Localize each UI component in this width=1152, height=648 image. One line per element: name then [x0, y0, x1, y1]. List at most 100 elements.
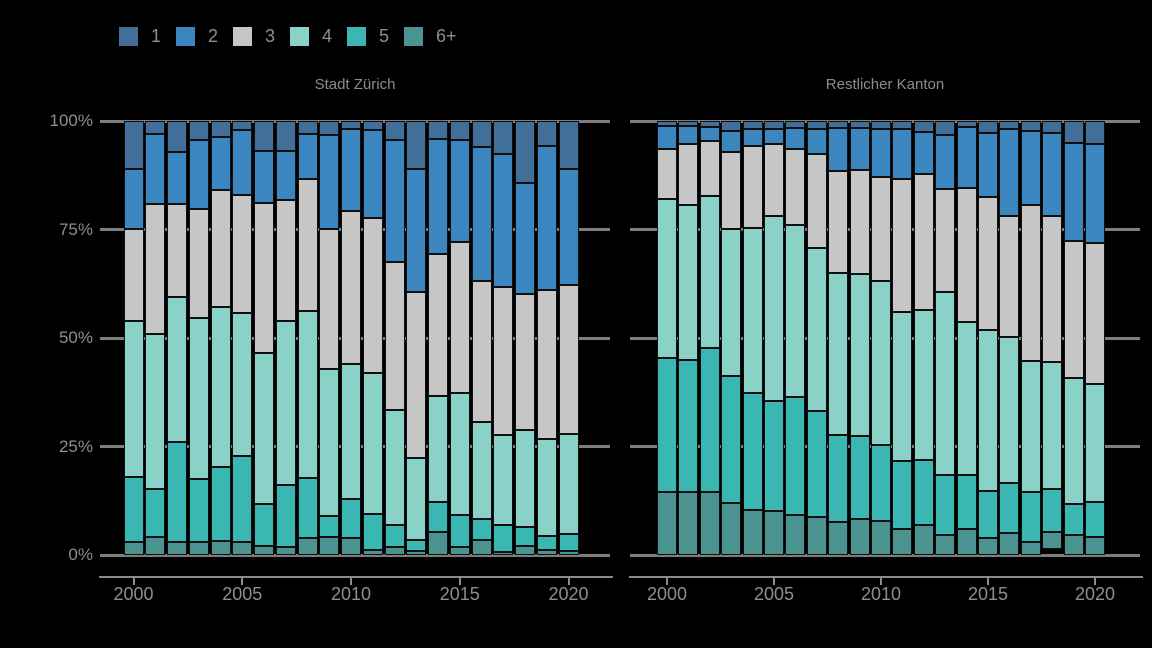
x-tick-label-2020-panel-0: 2020: [548, 584, 589, 604]
bar-segment-4: [1020, 360, 1041, 492]
bar-segment-6+: [978, 538, 998, 555]
bar-segment-5: [828, 435, 849, 522]
bar-segment-4: [999, 336, 1020, 484]
bar-segment-1: [849, 121, 870, 128]
bar-2004: [742, 121, 763, 555]
bar-2010: [341, 121, 361, 555]
bar-segment-6+: [428, 532, 448, 555]
bar-segment-3: [1020, 205, 1041, 361]
bar-segment-1: [1063, 121, 1084, 143]
bar-segment-1: [449, 121, 470, 140]
x-tick-label-2000-panel-1: 2000: [646, 584, 688, 604]
bar-segment-5: [978, 490, 998, 539]
bar-segment-4: [167, 297, 187, 443]
bar-segment-4: [764, 216, 784, 401]
bar-segment-1: [210, 121, 231, 138]
bar-segment-6+: [956, 528, 977, 555]
bar-segment-4: [384, 409, 405, 526]
bar-segment-1: [493, 121, 514, 154]
bar-segment-5: [319, 516, 340, 538]
bar-segment-4: [978, 329, 998, 491]
bar-segment-3: [275, 199, 296, 322]
bar-segment-5: [123, 477, 144, 543]
bar-2009: [849, 121, 870, 555]
bar-segment-4: [536, 439, 557, 537]
bar-segment-4: [849, 274, 870, 436]
bar-segment-3: [493, 286, 514, 436]
bar-segment-1: [232, 121, 253, 131]
legend-label-3: 3: [265, 26, 276, 46]
bar-segment-3: [978, 196, 998, 330]
bar-segment-5: [764, 400, 784, 511]
bar-segment-3: [678, 143, 699, 206]
legend-item-6+: 6+: [404, 27, 461, 46]
bar-segment-5: [1063, 503, 1084, 535]
bar-segment-2: [1085, 144, 1105, 244]
bar-segment-5: [210, 467, 231, 541]
bar-segment-2: [678, 126, 699, 144]
bar-2010: [871, 121, 891, 555]
bar-segment-4: [406, 458, 427, 540]
legend-item-2: 2: [176, 27, 233, 46]
bar-segment-2: [449, 139, 470, 242]
bar-segment-2: [1042, 133, 1063, 217]
bar-segment-4: [828, 273, 849, 436]
bar-segment-5: [1042, 488, 1063, 532]
bar-segment-6+: [892, 528, 913, 555]
bar-segment-2: [145, 133, 166, 204]
bar-segment-3: [871, 176, 891, 281]
bar-segment-3: [913, 174, 934, 310]
bar-2013: [406, 121, 427, 555]
bar-2014: [428, 121, 448, 555]
bar-segment-6+: [471, 539, 492, 555]
x-tick-2010-panel-1: [880, 578, 882, 585]
bar-segment-4: [892, 311, 913, 461]
bar-segment-4: [188, 318, 209, 480]
bar-segment-5: [515, 526, 535, 546]
bar-2016: [471, 121, 492, 555]
bar-segment-4: [232, 312, 253, 457]
bar-segment-5: [678, 360, 699, 492]
bar-segment-3: [699, 140, 720, 197]
bar-segment-2: [978, 132, 998, 197]
x-axis-line-panel-1: [629, 576, 1143, 578]
bar-segment-1: [471, 121, 492, 148]
legend-label-1: 1: [151, 26, 162, 46]
bar-segment-5: [1085, 502, 1105, 538]
bar-segment-6+: [785, 515, 806, 555]
x-tick-label-2015-panel-0: 2015: [439, 584, 480, 604]
y-tick-label-25: 25%: [58, 436, 93, 456]
bar-segment-4: [254, 353, 274, 504]
bar-segment-4: [341, 364, 361, 499]
x-tick-2005-panel-0: [241, 578, 244, 585]
bar-segment-1: [254, 121, 274, 151]
bar-2012: [913, 121, 934, 555]
bar-segment-1: [828, 121, 849, 128]
bar-segment-6+: [145, 537, 166, 555]
bar-segment-6+: [232, 542, 253, 555]
bar-segment-2: [406, 168, 427, 292]
bar-segment-4: [210, 307, 231, 468]
bar-segment-6+: [999, 533, 1020, 555]
bar-segment-3: [297, 178, 318, 311]
x-tick-2020-panel-0: [567, 578, 570, 585]
bar-segment-5: [449, 515, 470, 548]
bar-segment-4: [935, 291, 956, 475]
bar-2017: [493, 121, 514, 555]
bar-segment-6+: [1020, 542, 1041, 555]
bar-segment-4: [297, 310, 318, 479]
bar-2017: [1020, 121, 1041, 555]
bar-segment-5: [721, 375, 742, 504]
bar-segment-3: [232, 194, 253, 313]
bar-segment-2: [935, 135, 956, 189]
bar-segment-6+: [384, 547, 405, 555]
bar-segment-2: [319, 135, 340, 230]
bar-segment-1: [1085, 121, 1105, 145]
legend-swatch-6+: [404, 27, 423, 46]
bar-segment-5: [956, 474, 977, 529]
bar-segment-6+: [806, 517, 827, 555]
bar-segment-2: [536, 146, 557, 290]
plot-area-stadt-zuerich: [100, 119, 610, 557]
legend-label-4: 4: [322, 26, 333, 46]
bar-segment-1: [892, 121, 913, 130]
